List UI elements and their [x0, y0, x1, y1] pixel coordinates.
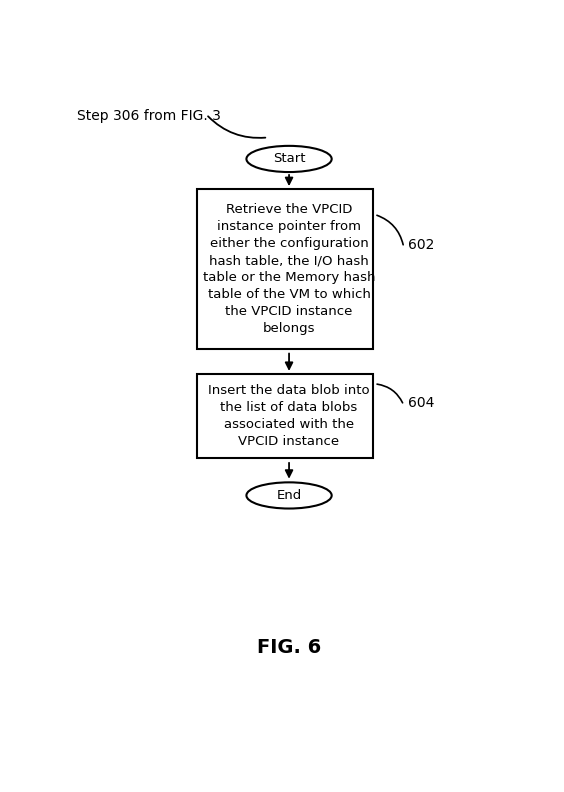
Ellipse shape [246, 146, 332, 172]
Text: Insert the data blob into
the list of data blobs
associated with the
VPCID insta: Insert the data blob into the list of da… [208, 384, 370, 448]
Text: End: End [276, 489, 302, 502]
Ellipse shape [246, 482, 332, 508]
Bar [197, 189, 373, 349]
Text: 602: 602 [408, 238, 434, 252]
Text: Retrieve the VPCID
instance pointer from
either the configuration
hash table, th: Retrieve the VPCID instance pointer from… [203, 203, 375, 335]
Text: FIG. 6: FIG. 6 [257, 638, 321, 657]
Text: Step 306 from FIG. 3: Step 306 from FIG. 3 [77, 109, 221, 123]
Text: 604: 604 [408, 396, 434, 410]
Bar [197, 374, 373, 459]
Text: Start: Start [273, 152, 305, 166]
